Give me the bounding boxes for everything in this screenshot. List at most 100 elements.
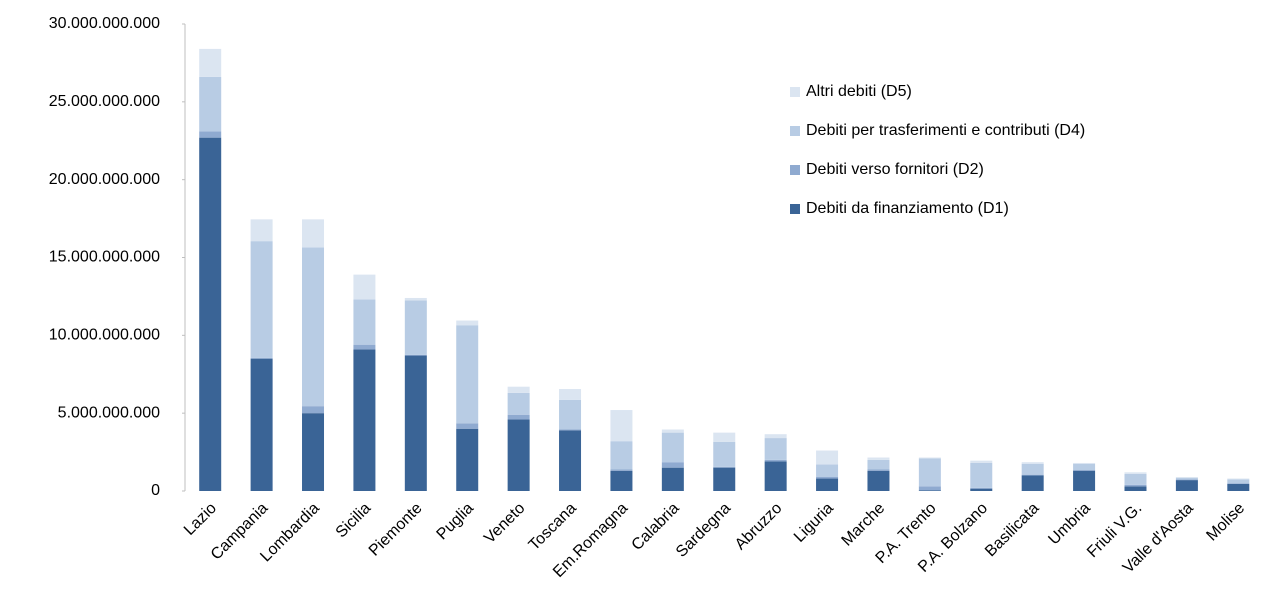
- bar-segment: [918, 490, 941, 491]
- bar-segment: [1021, 462, 1044, 464]
- y-tick-label: 30.000.000.000: [49, 15, 160, 32]
- bar-segment: [250, 241, 273, 358]
- bar-segment: [404, 354, 427, 356]
- bar-segment: [456, 428, 479, 491]
- bar-segment: [661, 429, 684, 433]
- bar-segment: [1227, 483, 1250, 484]
- bar-segment: [302, 219, 325, 248]
- bar-segment: [456, 320, 479, 326]
- bar-segment: [764, 461, 787, 491]
- bar-segment: [867, 469, 890, 471]
- bar-segment: [1021, 474, 1044, 476]
- x-tick-label: Basilicata: [982, 500, 1043, 561]
- x-tick-label: Piemonte: [366, 500, 426, 560]
- bar-segment: [199, 131, 222, 138]
- bar-segment: [918, 457, 941, 459]
- bar-segment: [507, 414, 530, 420]
- bar-segment: [353, 344, 376, 350]
- bar-segment: [764, 459, 787, 462]
- bar-segment: [1175, 477, 1198, 480]
- legend-label: Debiti da finanziamento (D1): [806, 200, 1009, 217]
- bar-segment: [1124, 486, 1147, 491]
- bar-segment: [713, 467, 736, 491]
- bar-segment: [1073, 462, 1096, 464]
- bar-segment: [559, 430, 582, 491]
- x-tick-label: Abruzzo: [732, 500, 786, 554]
- bar-segment: [970, 460, 993, 463]
- y-tick-label: 20.000.000.000: [49, 171, 160, 188]
- bar-segment: [867, 459, 890, 470]
- bar-segment: [1021, 463, 1044, 475]
- bar-segment: [302, 406, 325, 414]
- bar-segment: [816, 464, 839, 477]
- bar-segment: [918, 486, 941, 491]
- bar-segment: [250, 219, 273, 242]
- bar-segment: [456, 423, 479, 429]
- bar-segment: [302, 247, 325, 407]
- bar-segment: [867, 470, 890, 491]
- bar-segment: [507, 419, 530, 491]
- y-tick-label: 10.000.000.000: [49, 327, 160, 344]
- bar-segment: [610, 469, 633, 471]
- bar-segment: [661, 432, 684, 463]
- bar-segment: [507, 386, 530, 393]
- bar-segment: [199, 137, 222, 492]
- bar-segment: [559, 429, 582, 431]
- bar-segment: [610, 470, 633, 491]
- bar-segment: [1227, 483, 1250, 491]
- bar-segment: [918, 458, 941, 487]
- x-tick-label: Calabria: [628, 500, 682, 554]
- bar-segment: [1227, 479, 1250, 484]
- bar-segment: [302, 413, 325, 491]
- bar-segment: [764, 438, 787, 460]
- x-tick-label: Umbria: [1045, 500, 1094, 549]
- bar-segment: [1124, 472, 1147, 474]
- x-tick-label: Molise: [1203, 500, 1248, 545]
- x-tick-label: Marche: [839, 500, 889, 550]
- legend-swatch: [790, 204, 800, 214]
- legend-label: Debiti per trasferimenti e contributi (D…: [806, 122, 1085, 139]
- bar-segment: [1073, 463, 1096, 470]
- bar-segment: [816, 476, 839, 479]
- x-tick-label: Lazio: [181, 500, 220, 539]
- bar-segment: [1073, 469, 1096, 471]
- legend-label: Debiti verso fornitori (D2): [806, 161, 984, 178]
- x-tick-label: Toscana: [526, 500, 580, 554]
- bar-segment: [404, 297, 427, 301]
- bar-segment: [713, 432, 736, 442]
- bar-segment: [661, 462, 684, 468]
- y-tick-label: 15.000.000.000: [49, 249, 160, 266]
- bar-segment: [970, 462, 993, 488]
- bar-segment: [353, 274, 376, 300]
- bar-segment: [456, 325, 479, 424]
- bar-segment: [559, 399, 582, 430]
- bar-segment: [713, 441, 736, 467]
- bar-segment: [867, 457, 890, 460]
- bar-segment: [250, 358, 273, 491]
- bar-segment: [404, 300, 427, 355]
- bar-segment: [1175, 479, 1198, 481]
- x-tick-label: Sardegna: [673, 500, 734, 561]
- bar-segment: [610, 410, 633, 442]
- bar-segment: [404, 355, 427, 491]
- bar-segment: [713, 466, 736, 468]
- bar-segment: [1175, 476, 1198, 478]
- bar-segment: [353, 299, 376, 345]
- bar-segment: [970, 487, 993, 489]
- bar-segment: [199, 76, 222, 132]
- bar-segment: [1021, 475, 1044, 491]
- legend-swatch: [790, 126, 800, 136]
- y-tick-label: 5.000.000.000: [58, 404, 160, 421]
- x-tick-label: Puglia: [434, 500, 478, 544]
- bar-segment: [353, 349, 376, 491]
- bar-segment: [1124, 484, 1147, 487]
- bar-segment: [250, 357, 273, 359]
- bar-segment: [199, 48, 222, 77]
- bar-segment: [970, 488, 993, 491]
- bar-segment: [1073, 470, 1096, 491]
- x-tick-label: Liguria: [791, 500, 837, 546]
- bar-segment: [1124, 473, 1147, 485]
- bar-segment: [764, 434, 787, 439]
- legend-swatch: [790, 165, 800, 175]
